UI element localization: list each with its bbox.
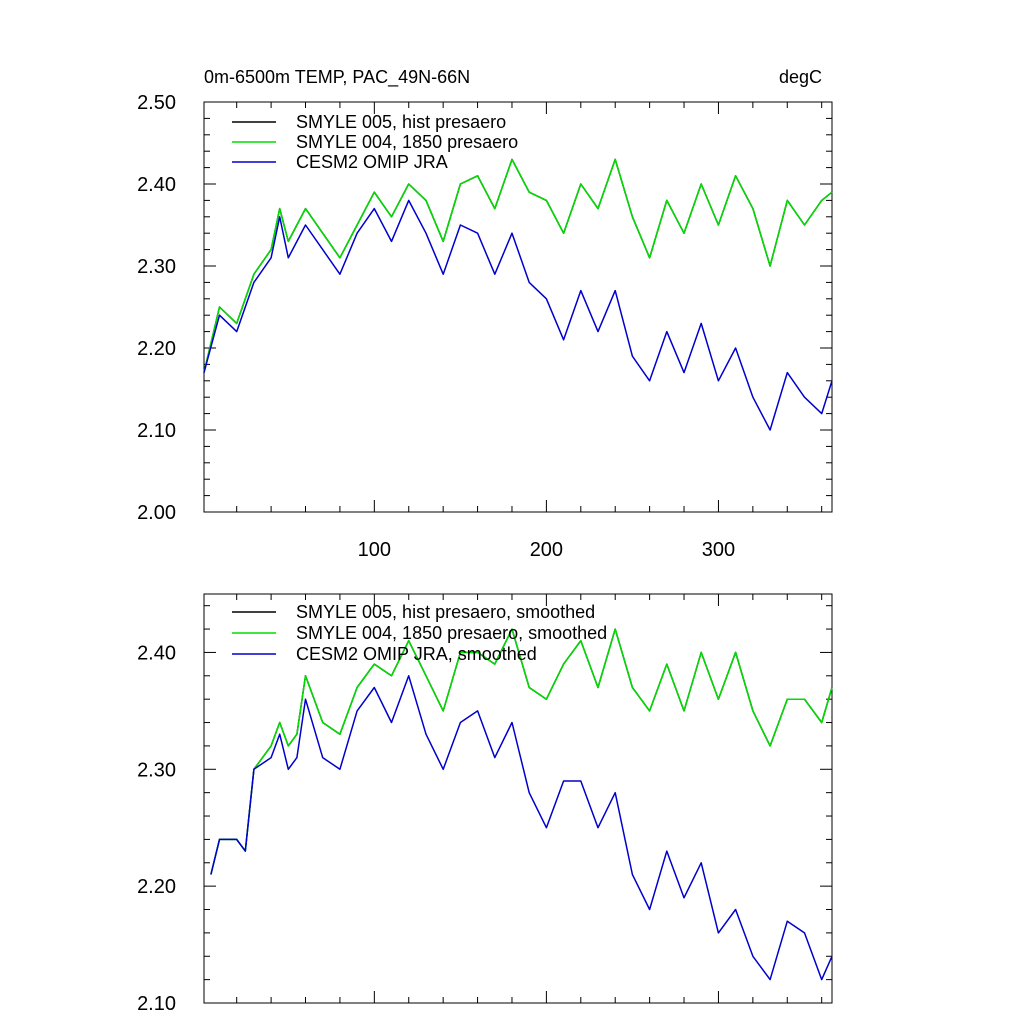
bottom-series-line-2 bbox=[210, 675, 833, 981]
top-xtick-label: 200 bbox=[530, 539, 563, 561]
bottom-series-lines bbox=[210, 628, 833, 981]
top-xtick-label: 100 bbox=[358, 539, 391, 561]
top-legend-label-1: SMYLE 004, 1850 presaero bbox=[296, 132, 518, 152]
bottom-legend: SMYLE 005, hist presaero, smoothedSMYLE … bbox=[232, 602, 607, 664]
bottom-ytick-label: 2.40 bbox=[137, 642, 176, 664]
bottom-legend-label-1: SMYLE 004, 1850 presaero, smoothed bbox=[296, 623, 607, 643]
top-panel: 0m-6500m TEMP, PAC_49N-66N degC 2.00 2.10… bbox=[137, 67, 833, 561]
top-ytick-label: 2.40 bbox=[137, 174, 176, 196]
bottom-series-line-1 bbox=[210, 628, 833, 875]
top-legend-label-2: CESM2 OMIP JRA bbox=[296, 152, 448, 172]
top-plot-frame bbox=[203, 101, 833, 513]
top-series-line-1 bbox=[203, 158, 833, 373]
bottom-legend-label-0: SMYLE 005, hist presaero, smoothed bbox=[296, 602, 595, 622]
top-series-line-0 bbox=[203, 158, 833, 373]
top-axis-ticks: 2.00 2.10 2.20 2.30 2.40 2.50 100 200 300 bbox=[137, 92, 832, 561]
bottom-ytick-label: 2.20 bbox=[137, 876, 176, 898]
bottom-ytick-label: 2.10 bbox=[137, 993, 176, 1015]
top-ytick-label: 2.20 bbox=[137, 338, 176, 360]
top-ytick-label: 2.10 bbox=[137, 420, 176, 442]
top-ytick-label: 2.00 bbox=[137, 502, 176, 524]
top-series-lines bbox=[203, 158, 833, 431]
top-xtick-label: 300 bbox=[702, 539, 735, 561]
bottom-axis-ticks: 2.10 2.20 2.30 2.40 bbox=[137, 594, 832, 1015]
top-chart-units: degC bbox=[779, 67, 822, 87]
top-chart-title: 0m-6500m TEMP, PAC_49N-66N bbox=[204, 67, 470, 88]
top-legend-label-0: SMYLE 005, hist presaero bbox=[296, 112, 506, 132]
bottom-legend-label-2: CESM2 OMIP JRA, smoothed bbox=[296, 644, 537, 664]
top-ytick-label: 2.30 bbox=[137, 256, 176, 278]
bottom-plot-frame bbox=[203, 593, 833, 1004]
bottom-panel: 2.10 2.20 2.30 2.40 SMYLE 005, hist presaer… bbox=[137, 593, 833, 1015]
top-series-line-2 bbox=[203, 199, 833, 431]
bottom-ytick-label: 2.30 bbox=[137, 759, 176, 781]
top-ytick-label: 2.50 bbox=[137, 92, 176, 114]
